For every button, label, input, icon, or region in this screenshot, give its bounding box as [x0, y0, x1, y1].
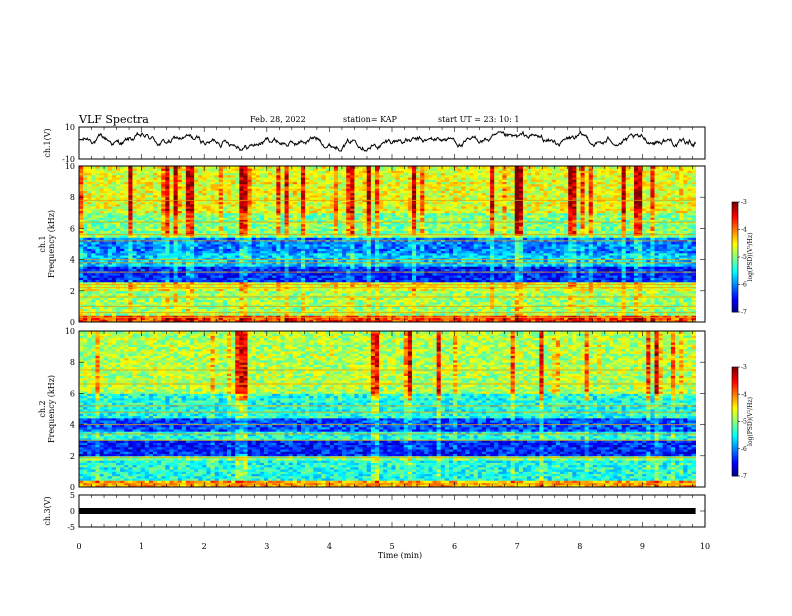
y-axis-label: ch.1(V)	[43, 128, 52, 157]
spectrogram-cells	[79, 166, 696, 322]
start-time-label: start UT = 23: 10: 1	[438, 115, 519, 124]
station-label: station= KAP	[343, 115, 398, 124]
ch1-voltage-trace	[79, 132, 696, 151]
date-label: Feb. 28, 2022	[250, 115, 306, 124]
y-tick-label: 10	[65, 123, 75, 132]
figure-title: VLF Spectra	[78, 113, 149, 126]
